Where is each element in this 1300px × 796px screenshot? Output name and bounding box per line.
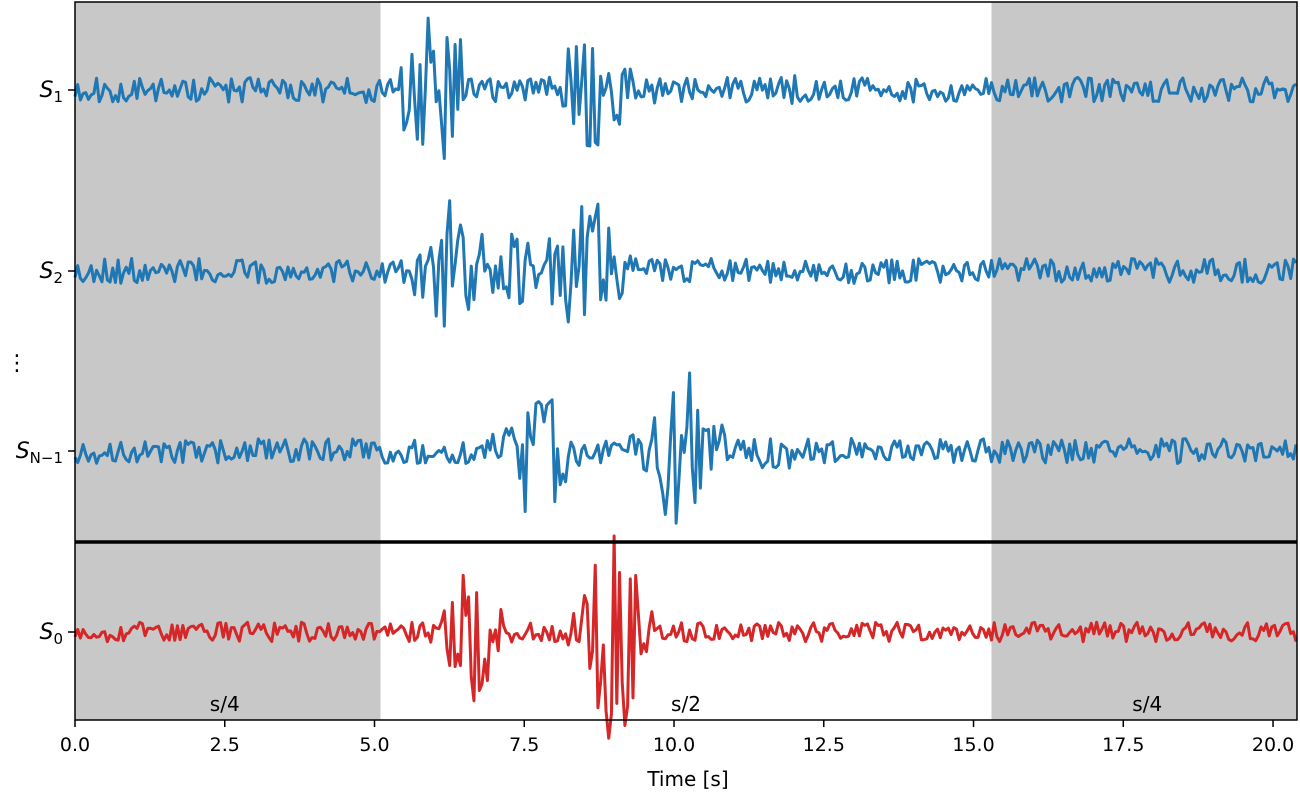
x-tick-label: 5.0	[359, 734, 389, 756]
series-line-0	[73, 16, 1297, 160]
annotations: s/4 s/2 s/4	[210, 692, 1162, 716]
series-line-2	[73, 371, 1298, 525]
axes-border	[74, 1, 1298, 721]
y-label-0: S1	[39, 78, 63, 106]
y-label-main: S	[39, 259, 53, 284]
x-tick-label: 20.0	[1252, 734, 1294, 756]
y-label-subscript: N−1	[30, 449, 63, 467]
y-label-main: S	[16, 439, 30, 464]
y-label-3: S0	[39, 620, 63, 648]
x-ticks: 0.0 2.5 5.0 7.5 10.0 12.5 15.0 17.5 20.0	[60, 720, 1294, 756]
axes-frame	[74, 1, 1298, 721]
x-axis-title: Time [s]	[646, 767, 728, 791]
series-line-1	[73, 199, 1298, 328]
series-layer	[73, 16, 1298, 740]
x-tick-label: 7.5	[509, 734, 539, 756]
x-tick-label: 0.0	[60, 734, 90, 756]
y-label-1: S2	[39, 259, 63, 287]
y-label-subscript: 2	[53, 269, 63, 287]
x-tick-label: 10.0	[653, 734, 695, 756]
x-tick-label: 17.5	[1102, 734, 1144, 756]
y-label-subscript: 0	[53, 630, 63, 648]
y-label-main: S	[39, 78, 53, 103]
shaded-regions	[75, 2, 1297, 720]
annotation-0: s/4	[210, 692, 240, 716]
y-label-main: S	[39, 620, 53, 645]
series-line-3	[73, 534, 1298, 740]
y-label-subscript: 1	[53, 88, 63, 106]
x-tick-label: 2.5	[210, 734, 240, 756]
x-tick-label: 15.0	[952, 734, 994, 756]
shaded-region-1	[991, 2, 1297, 720]
y-label-2: SN−1	[16, 439, 63, 467]
vertical-ellipsis: ⋮	[6, 351, 28, 376]
shaded-region-0	[75, 2, 381, 720]
x-tick-label: 12.5	[803, 734, 845, 756]
annotation-2: s/4	[1132, 692, 1162, 716]
annotation-1: s/2	[671, 692, 701, 716]
